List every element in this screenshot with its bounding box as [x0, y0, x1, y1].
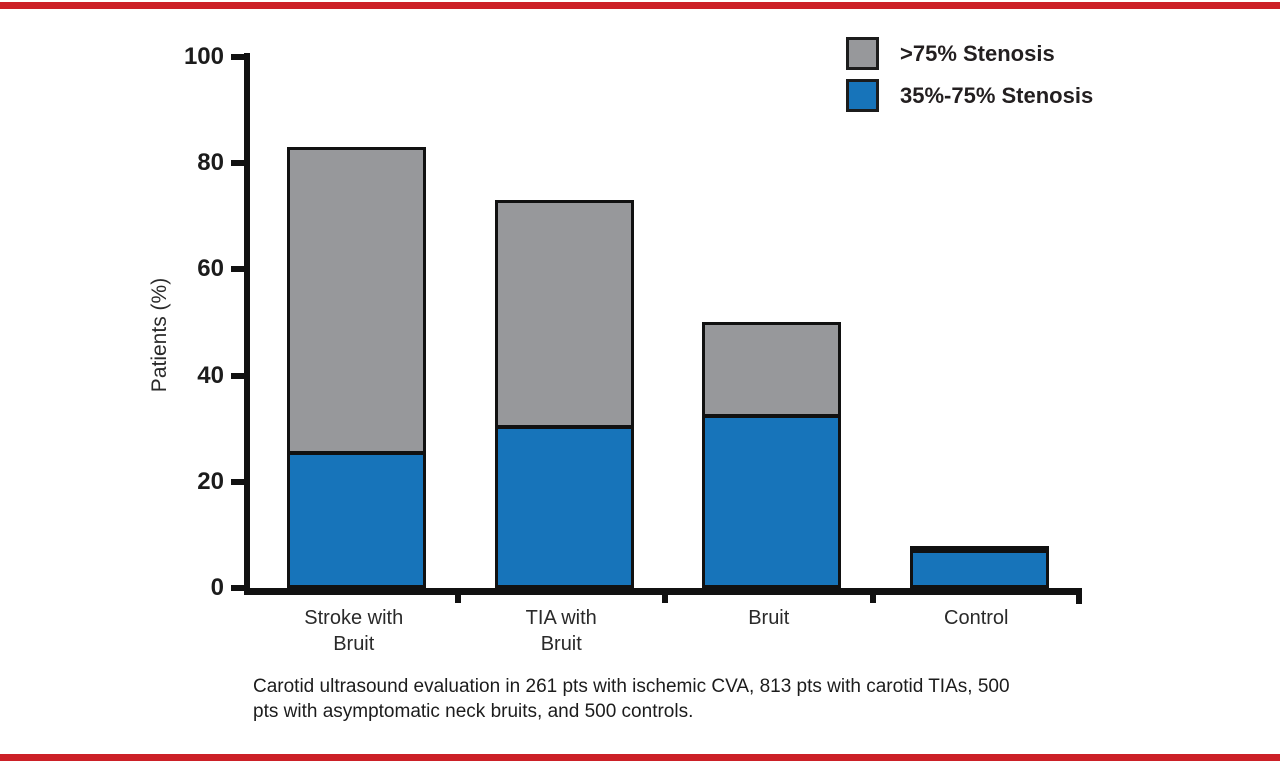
segment-gt75-tia-with-bruit: [498, 203, 631, 429]
bar-tia-with-bruit: [495, 200, 634, 588]
legend-label-35-75: 35%-75% Stenosis: [900, 82, 1094, 108]
category-label-line: TIA with: [525, 607, 597, 629]
y-tick: [231, 160, 244, 167]
y-tick-label: 60: [197, 255, 224, 283]
y-tick: [231, 585, 244, 591]
bar-bruit: [702, 322, 841, 588]
y-tick-label: 100: [183, 43, 224, 70]
x-axis-tick: [869, 588, 876, 603]
y-tick-label: 0: [210, 574, 224, 601]
plot-area: Patients (%) 0 20 40 60 80 100 Stroke with Brui…: [148, 43, 1082, 655]
category-label-stroke-with-bruit: Stroke with Bruit: [250, 605, 458, 657]
category-label-line: Control: [944, 607, 1009, 629]
segment-gt75-control: [913, 549, 1046, 553]
top-red-rule: [0, 2, 1280, 9]
chart-legend: >75% Stenosis 35%-75% Stenosis: [846, 37, 1093, 121]
y-tick-label: 20: [197, 467, 224, 495]
y-tick: [231, 266, 244, 273]
caption-line-2: pts with asymptomatic neck bruits, and 5…: [253, 701, 694, 722]
y-axis-line: [244, 53, 250, 594]
x-axis-end-tick: [1076, 588, 1082, 604]
legend-item-gt75-stenosis: >75% Stenosis: [846, 37, 1093, 70]
category-label-bruit: Bruit: [665, 605, 873, 631]
segment-gt75-bruit: [705, 325, 838, 418]
legend-swatch-gt75-icon: [846, 37, 879, 70]
x-axis-tick: [454, 588, 461, 603]
category-label-control: Control: [873, 605, 1081, 631]
x-axis-tick: [662, 588, 668, 603]
legend-swatch-35-75-icon: [846, 79, 879, 112]
bar-control: [910, 546, 1049, 588]
y-tick-label: 80: [197, 149, 224, 177]
segment-gt75-stroke-with-bruit: [290, 150, 423, 455]
y-tick: [231, 54, 244, 60]
legend-item-35-75-stenosis: 35%-75% Stenosis: [846, 79, 1093, 112]
caption-line-1: Carotid ultrasound evaluation in 261 pts…: [253, 676, 1010, 697]
bottom-red-rule: [0, 754, 1280, 761]
legend-label-gt75: >75% Stenosis: [900, 40, 1055, 66]
category-label-line: Bruit: [540, 633, 582, 655]
category-label-tia-with-bruit: TIA with Bruit: [458, 605, 666, 657]
caption: Carotid ultrasound evaluation in 261 pts…: [253, 674, 1133, 724]
y-tick: [231, 372, 244, 379]
category-label-line: Bruit: [748, 607, 790, 629]
category-label-line: Bruit: [333, 633, 375, 655]
category-label-line: Stroke with: [304, 607, 404, 629]
bar-stroke-with-bruit: [287, 147, 426, 588]
y-tick: [231, 478, 244, 485]
y-tick-label: 40: [197, 361, 224, 389]
